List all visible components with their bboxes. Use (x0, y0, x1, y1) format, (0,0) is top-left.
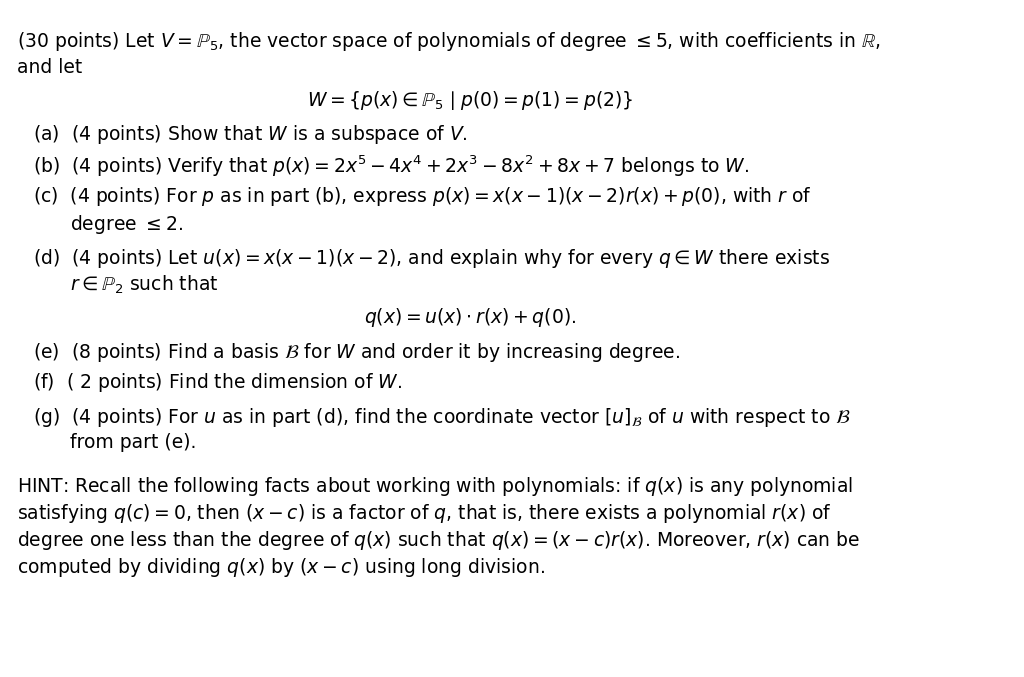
Text: HINT: Recall the following facts about working with polynomials: if $q(x)$ is an: HINT: Recall the following facts about w… (17, 475, 853, 498)
Text: $W = \{p(x) \in \mathbb{P}_5 \mid p(0) = p(1) = p(2)\}$: $W = \{p(x) \in \mathbb{P}_5 \mid p(0) =… (307, 89, 633, 112)
Text: (e)  (8 points) Find a basis $\mathcal{B}$ for $W$ and order it by increasing de: (e) (8 points) Find a basis $\mathcal{B}… (33, 341, 680, 364)
Text: (b)  (4 points) Verify that $p(x) = 2x^5 - 4x^4 + 2x^3 - 8x^2 + 8x + 7$ belongs : (b) (4 points) Verify that $p(x) = 2x^5 … (33, 153, 750, 179)
Text: $q(x) = u(x) \cdot r(x) + q(0).$: $q(x) = u(x) \cdot r(x) + q(0).$ (364, 306, 577, 329)
Text: degree one less than the degree of $q(x)$ such that $q(x) = (x-c)r(x)$. Moreover: degree one less than the degree of $q(x)… (17, 529, 860, 552)
Text: satisfying $q(c) = 0$, then $(x - c)$ is a factor of $q$, that is, there exists : satisfying $q(c) = 0$, then $(x - c)$ is… (17, 502, 831, 525)
Text: from part (e).: from part (e). (71, 433, 197, 452)
Text: (g)  (4 points) For $u$ as in part (d), find the coordinate vector $[u]_{\mathca: (g) (4 points) For $u$ as in part (d), f… (33, 406, 851, 429)
Text: computed by dividing $q(x)$ by $(x - c)$ using long division.: computed by dividing $q(x)$ by $(x - c)$… (17, 556, 545, 580)
Text: (f)  ( 2 points) Find the dimension of $W$.: (f) ( 2 points) Find the dimension of $W… (33, 371, 402, 394)
Text: degree $\leq 2$.: degree $\leq 2$. (71, 213, 183, 236)
Text: (30 points) Let $V = \mathbb{P}_5$, the vector space of polynomials of degree $\: (30 points) Let $V = \mathbb{P}_5$, the … (17, 30, 881, 53)
Text: (c)  (4 points) For $p$ as in part (b), express $p(x) = x(x-1)(x-2)r(x) + p(0)$,: (c) (4 points) For $p$ as in part (b), e… (33, 185, 812, 209)
Text: $r \in \mathbb{P}_2$ such that: $r \in \mathbb{P}_2$ such that (71, 274, 219, 297)
Text: and let: and let (17, 58, 82, 77)
Text: (d)  (4 points) Let $u(x) = x(x-1)(x-2)$, and explain why for every $q \in W$ th: (d) (4 points) Let $u(x) = x(x-1)(x-2)$,… (33, 247, 830, 270)
Text: (a)  (4 points) Show that $W$ is a subspace of $V$.: (a) (4 points) Show that $W$ is a subspa… (33, 123, 468, 146)
